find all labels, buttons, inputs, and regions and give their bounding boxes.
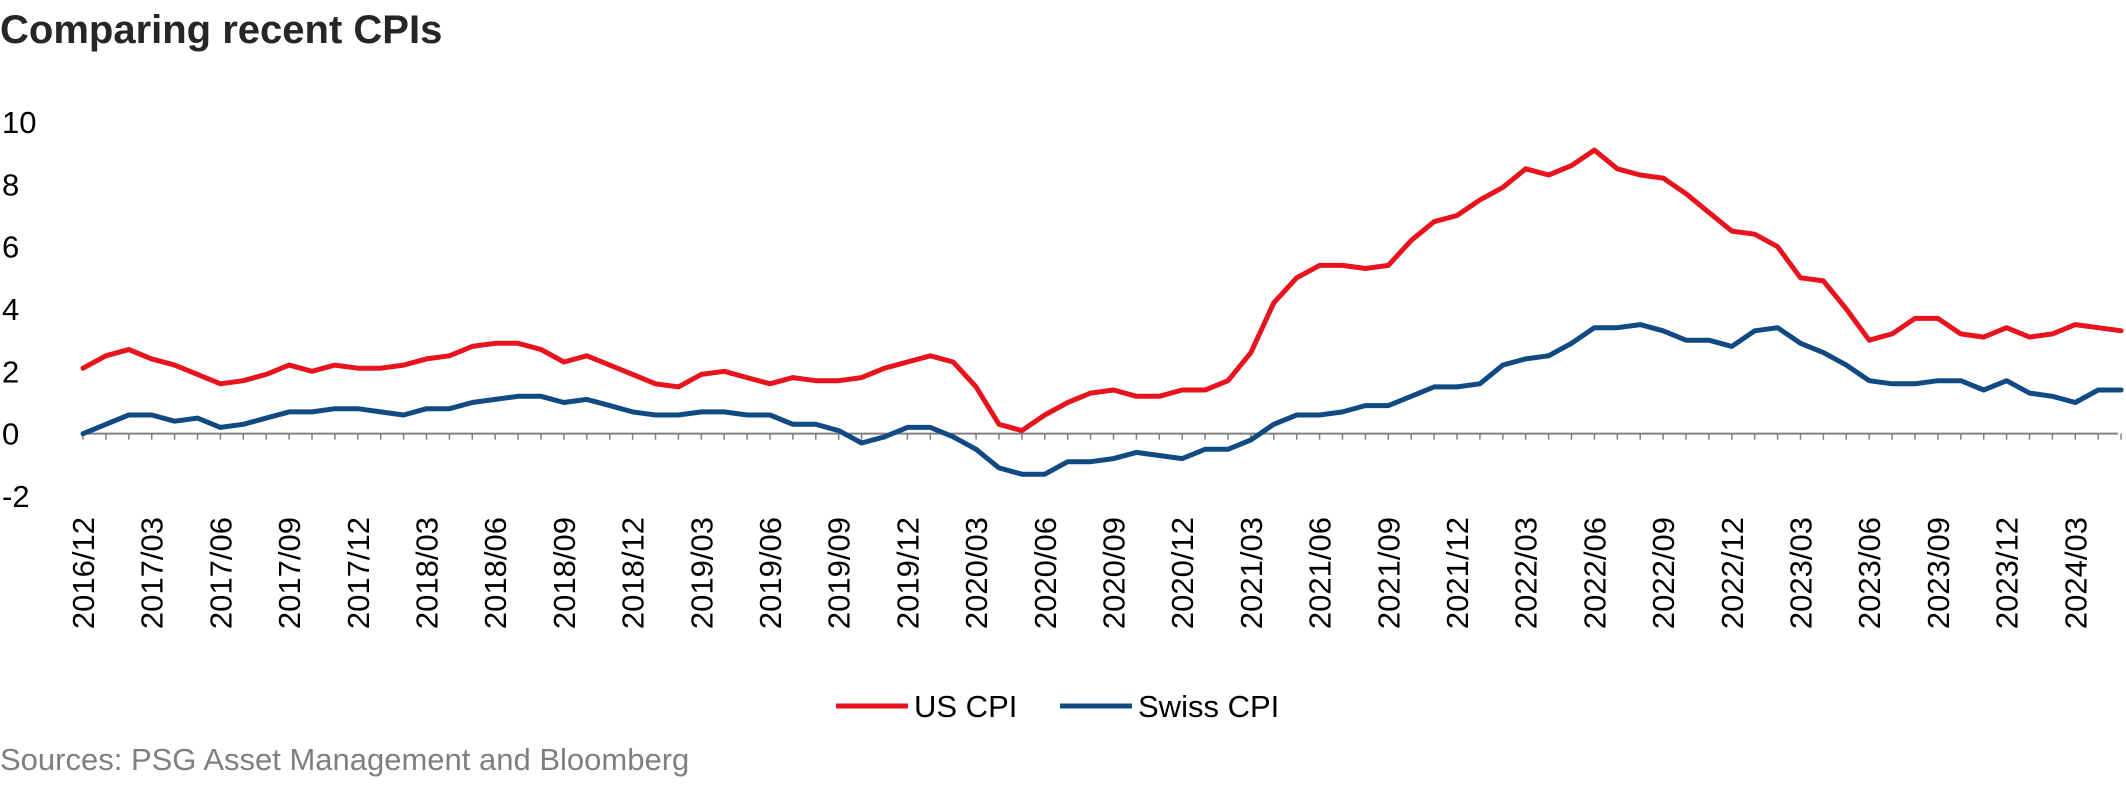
x-tick-label: 2019/06 xyxy=(753,517,788,629)
x-tick-label: 2016/12 xyxy=(66,517,101,629)
y-tick-label: 8 xyxy=(2,167,19,202)
y-tick-label: 10 xyxy=(2,105,36,140)
y-tick-label: -2 xyxy=(2,479,30,514)
x-tick-label: 2023/06 xyxy=(1852,517,1887,629)
x-tick-label: 2022/09 xyxy=(1646,517,1681,629)
x-tick-label: 2020/06 xyxy=(1028,517,1063,629)
us-cpi-legend-label: US CPI xyxy=(914,689,1017,724)
x-axis: 2016/12 2017/03 2017/06 2017/09 2017/12 2018/… xyxy=(66,432,2122,629)
us-cpi-line xyxy=(80,147,2124,434)
x-tick-label: 2017/03 xyxy=(135,517,170,629)
y-tick-label: 2 xyxy=(2,354,19,389)
chart-source: Sources: PSG Asset Management and Bloomb… xyxy=(0,742,690,777)
x-tick-label: 2023/12 xyxy=(1990,517,2025,629)
y-tick-label: 4 xyxy=(2,292,19,327)
x-tick-label: 2017/09 xyxy=(272,517,307,629)
x-tick-label: 2017/12 xyxy=(341,517,376,629)
x-tick-label: 2019/03 xyxy=(684,517,719,629)
x-tick-label: 2020/03 xyxy=(959,517,994,629)
y-tick-label: 0 xyxy=(2,417,19,452)
x-tick-label: 2024/03 xyxy=(2058,517,2093,629)
swiss-cpi-legend-label: Swiss CPI xyxy=(1138,689,1279,724)
x-tick-label: 2022/12 xyxy=(1715,517,1750,629)
x-tick-label: 2018/03 xyxy=(410,517,445,629)
x-tick-label: 2018/09 xyxy=(547,517,582,629)
x-tick-label: 2023/09 xyxy=(1921,517,1956,629)
legend: US CPI Swiss CPI xyxy=(836,689,1279,724)
x-tick-label: 2021/12 xyxy=(1440,517,1475,629)
x-tick-label: 2017/06 xyxy=(203,517,238,629)
x-tick-label: 2019/12 xyxy=(890,517,925,629)
x-tick-label: 2022/06 xyxy=(1577,517,1612,629)
x-tick-label: 2021/06 xyxy=(1303,517,1338,629)
x-tick-label: 2021/03 xyxy=(1234,517,1269,629)
y-axis: -2 0 2 4 6 8 10 xyxy=(2,105,36,514)
x-tick-label: 2020/12 xyxy=(1165,517,1200,629)
x-tick-label: 2021/09 xyxy=(1371,517,1406,629)
x-tick-label: 2018/06 xyxy=(478,517,513,629)
series-layer xyxy=(80,147,2124,477)
x-tick-label: 2023/03 xyxy=(1784,517,1819,629)
x-tick-label: 2020/09 xyxy=(1097,517,1132,629)
y-tick-label: 6 xyxy=(2,230,19,265)
swiss-cpi-line xyxy=(80,322,2124,477)
x-tick-label: 2022/03 xyxy=(1509,517,1544,629)
x-tick-label: 2018/12 xyxy=(616,517,651,629)
x-tick-label: 2019/09 xyxy=(822,517,857,629)
chart-title: Comparing recent CPIs xyxy=(0,8,443,52)
